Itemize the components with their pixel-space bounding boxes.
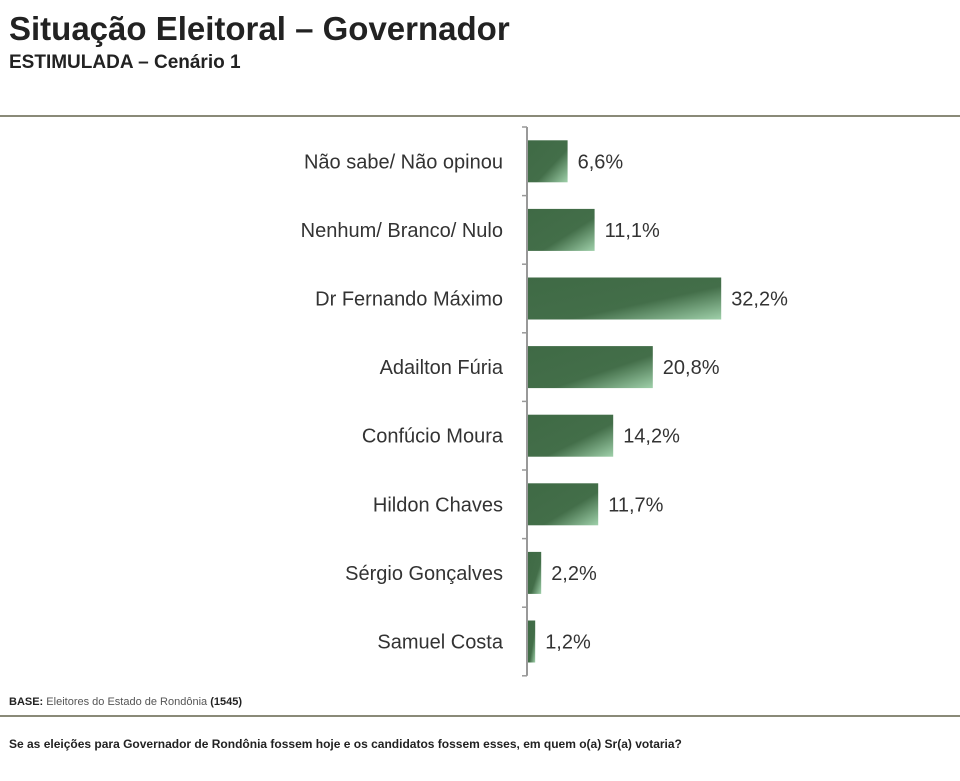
category-label: Hildon Chaves: [373, 494, 503, 516]
survey-question: Se as eleições para Governador de Rondôn…: [9, 737, 682, 751]
base-text: Eleitores do Estado de Rondônia: [46, 696, 208, 708]
category-label: Samuel Costa: [377, 632, 503, 654]
bar: [528, 140, 568, 183]
category-label: Nenhum/ Branco/ Nulo: [301, 220, 503, 242]
category-label: Adailton Fúria: [380, 357, 504, 379]
value-label: 6,6%: [578, 151, 624, 173]
value-label: 14,2%: [623, 426, 680, 448]
chart-subtitle: ESTIMULADA – Cenário 1: [9, 52, 241, 73]
bottom-divider: [0, 715, 960, 717]
base-count: (1545): [210, 696, 242, 708]
chart-title: Situação Eleitoral – Governador: [9, 10, 510, 47]
top-divider: [0, 115, 960, 117]
category-label: Sérgio Gonçalves: [345, 563, 503, 585]
category-label: Dr Fernando Máximo: [315, 289, 503, 311]
bar: [528, 483, 599, 526]
category-label: Confúcio Moura: [362, 426, 504, 448]
bar: [528, 277, 722, 320]
bar: [528, 208, 595, 251]
value-label: 32,2%: [731, 289, 788, 311]
bar: [528, 346, 653, 389]
value-label: 11,1%: [605, 220, 660, 242]
value-label: 2,2%: [551, 563, 597, 585]
category-label: Não sabe/ Não opinou: [304, 151, 503, 173]
bar: [528, 414, 614, 457]
value-label: 11,7%: [608, 494, 663, 516]
value-label: 20,8%: [663, 357, 720, 379]
bar: [528, 620, 536, 663]
base-note: BASE: Eleitores do Estado de Rondônia (1…: [9, 696, 242, 708]
base-label: BASE:: [9, 696, 44, 708]
bar: [528, 551, 542, 594]
value-label: 1,2%: [545, 632, 591, 654]
